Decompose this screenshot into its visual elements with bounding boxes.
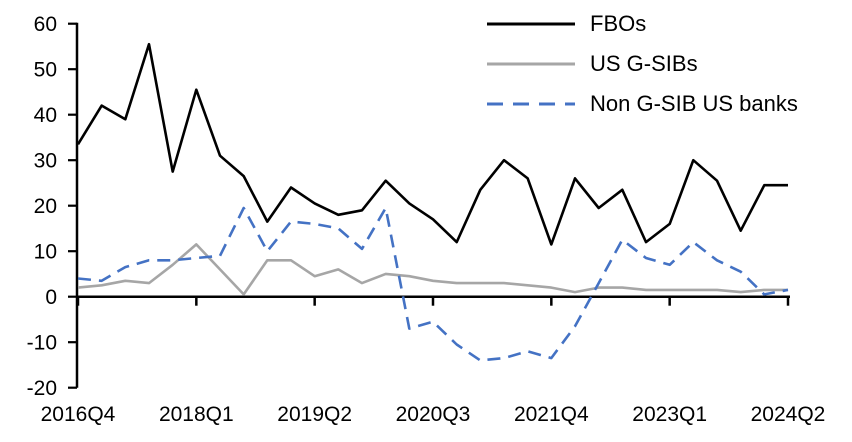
x-axis-tick-label: 2021Q4 [514,403,589,426]
legend: FBOs US G-SIBs Non G-SIB US banks [486,4,798,124]
legend-line-fbos-icon [487,22,575,26]
y-axis-tick-label: 0 [45,286,57,309]
series-line-fbos [76,42,788,246]
x-axis-tick-label: 2020Q3 [396,403,471,426]
x-axis-tick-label: 2023Q1 [632,403,707,426]
series-line-non-g-sib-us-banks [77,206,789,362]
legend-label-non-gsib-us-banks: Non G-SIB US banks [590,91,798,116]
y-axis-tick-label: 50 [34,59,57,82]
legend-line-us-gsibs-icon [487,62,575,66]
legend-item-non-gsib-us-banks: Non G-SIB US banks [486,84,798,124]
x-axis-tick-label: 2019Q2 [277,403,352,426]
legend-label-us-gsibs: US G-SIBs [590,51,698,76]
y-axis-tick-label: 10 [34,241,57,264]
x-axis-tick-label: 2018Q1 [159,403,234,426]
y-axis-tick-label: 20 [34,195,57,218]
legend-item-us-gsibs: US G-SIBs [486,44,798,84]
series-line-us-g-sibs [77,243,788,296]
y-axis-tick-label: 30 [34,150,57,173]
y-axis-tick-label: -20 [27,377,57,400]
legend-line-non-gsib-us-banks-icon [487,102,575,106]
x-axis-tick-label: 2024Q2 [751,403,826,426]
y-axis-tick-label: 40 [34,104,57,127]
y-axis-tick-label: 60 [34,13,57,36]
y-axis-tick-label: -10 [27,332,57,355]
legend-label-fbos: FBOs [590,11,647,36]
x-axis-tick-label: 2016Q4 [41,403,116,426]
legend-item-fbos: FBOs [486,4,798,44]
